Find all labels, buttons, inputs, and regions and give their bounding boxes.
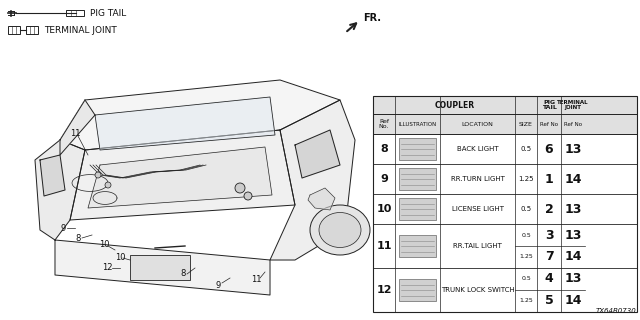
Text: 13: 13 [564,142,582,156]
Polygon shape [70,130,295,220]
Text: 2: 2 [545,203,554,215]
Text: PIG TAIL: PIG TAIL [90,9,126,18]
Text: LICENSE LIGHT: LICENSE LIGHT [451,206,504,212]
Polygon shape [60,100,95,155]
Text: Ref No: Ref No [540,122,558,126]
Polygon shape [295,130,340,178]
Text: TX64B0730: TX64B0730 [595,308,636,314]
Text: LOCATION: LOCATION [461,122,493,126]
Text: 9: 9 [60,223,66,233]
Text: 10: 10 [376,204,392,214]
Text: 8: 8 [380,144,388,154]
Text: 1.25: 1.25 [518,176,534,182]
Text: RR.TAIL LIGHT: RR.TAIL LIGHT [453,243,502,249]
Polygon shape [308,188,335,210]
Text: 3: 3 [545,228,554,242]
Text: 9: 9 [216,281,221,290]
Text: SIZE: SIZE [519,122,533,126]
Polygon shape [55,240,270,295]
Text: 11: 11 [251,276,261,284]
Text: 8: 8 [180,269,186,278]
Polygon shape [88,147,272,208]
Text: 9: 9 [380,174,388,184]
Text: TERMINAL JOINT: TERMINAL JOINT [44,26,116,35]
Bar [373,224,637,268]
Text: 12: 12 [102,263,112,273]
Text: 14: 14 [564,251,582,263]
Text: TRUNK LOCK SWITCH: TRUNK LOCK SWITCH [440,287,515,293]
Text: 13: 13 [564,228,582,242]
Circle shape [235,183,245,193]
Text: 1: 1 [545,172,554,186]
Text: 7: 7 [545,251,554,263]
Text: COUPLER: COUPLER [435,100,475,109]
Circle shape [244,192,252,200]
Text: PIG
TAIL: PIG TAIL [541,100,556,110]
Bar [373,134,637,164]
Text: 5: 5 [545,294,554,308]
Polygon shape [40,155,65,196]
Text: BACK LIGHT: BACK LIGHT [457,146,499,152]
Text: 10: 10 [99,239,109,249]
Text: ILLUSTRATION: ILLUSTRATION [398,122,436,126]
Bar [399,279,436,301]
Ellipse shape [310,205,370,255]
Text: 6: 6 [545,142,554,156]
Bar [373,96,637,312]
Text: 0.5: 0.5 [521,276,531,282]
Text: Ref
No.: Ref No. [379,119,389,129]
Bar [399,198,436,220]
Text: 0.5: 0.5 [521,233,531,237]
Text: 11: 11 [70,129,80,138]
Bar [399,168,436,190]
Text: RR.TURN LIGHT: RR.TURN LIGHT [451,176,504,182]
Text: 1.25: 1.25 [519,299,533,303]
Circle shape [105,182,111,188]
Bar [373,194,637,224]
Circle shape [95,172,101,178]
Text: 4: 4 [545,273,554,285]
Bar [399,235,436,257]
Text: 13: 13 [564,203,582,215]
Polygon shape [270,100,355,260]
Polygon shape [95,97,275,150]
Bar [26,26,38,34]
Bar [130,255,190,280]
Text: 10: 10 [115,252,125,261]
Bar [399,138,436,160]
Polygon shape [35,140,85,240]
Bar [8,26,20,34]
Text: 0.5: 0.5 [520,206,532,212]
Bar [373,164,637,194]
Bar [373,96,637,134]
Bar [66,10,84,16]
Text: 14: 14 [564,294,582,308]
Text: 1.25: 1.25 [519,254,533,260]
Text: 8: 8 [76,234,81,243]
Text: Ref No: Ref No [564,122,582,126]
Ellipse shape [319,212,361,247]
Text: 12: 12 [376,285,392,295]
Text: 0.5: 0.5 [520,146,532,152]
Text: 14: 14 [564,172,582,186]
Polygon shape [60,80,340,150]
Text: TERMINAL
JOINT: TERMINAL JOINT [557,100,589,110]
Text: FR.: FR. [363,13,381,23]
Text: 11: 11 [376,241,392,251]
Bar [373,268,637,312]
Text: 13: 13 [564,273,582,285]
